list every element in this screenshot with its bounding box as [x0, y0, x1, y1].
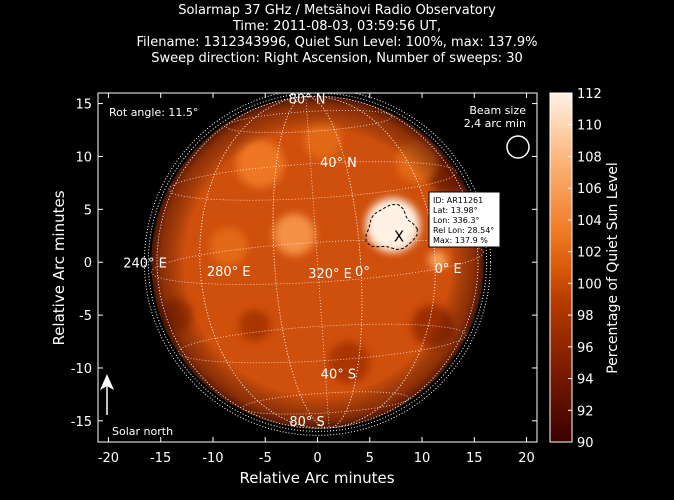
x-tick-label-6: 5 [366, 451, 374, 466]
y-tick-label-4: 0 [84, 256, 92, 271]
colorbar-tick-label-2: 92 [577, 404, 594, 419]
colorbar-tick-label-6: 100 [577, 277, 602, 292]
colorbar-tick-label-3: 94 [577, 373, 594, 388]
solar-north-label: Solar north [112, 425, 173, 438]
x-tick-label-8: 15 [466, 451, 483, 466]
grid-labels: 80° N 40° N 240° E 280° E 320° E 0° 0° E 40° S 8… [123, 93, 462, 430]
x-tick-label-3: -10 [202, 451, 223, 466]
x-tick-label-4: -5 [259, 451, 272, 466]
y-tick-label-7: 15 [75, 98, 92, 113]
title-line-3: Filename: 1312343996, Quiet Sun Level: 1… [136, 35, 538, 50]
rotation-angle-label: Rot angle: 11.5° [109, 106, 198, 119]
grid-label-8: 40° S [321, 368, 356, 383]
active-region-marker: X [394, 227, 404, 245]
x-axis-label: Relative Arc minutes [239, 469, 394, 487]
title-line-1: Solarmap 37 GHz / Metsähovi Radio Observ… [178, 3, 496, 18]
colorbar-tick-label-1: 90 [577, 436, 594, 451]
central-meridian [305, 96, 330, 428]
colorbar-tick-label-10: 108 [577, 150, 602, 165]
colorbar-tick-label-4: 96 [577, 341, 594, 356]
ar-info-lon: Lon: 336.3° [433, 216, 479, 225]
longitude-line-4 [272, 96, 363, 429]
beam-size-label: Beam size [469, 104, 526, 117]
solar-limb-circle [147, 93, 488, 432]
x-tick-label-9: 20 [518, 451, 535, 466]
grid-label-4: 280° E [207, 265, 251, 280]
grid-label-1: 80° N [289, 93, 326, 108]
y-axis-label: Relative Arc minutes [50, 190, 68, 345]
colorbar-ticks: 90 92 94 96 98 100 102 104 106 108 110 112 [568, 87, 602, 451]
latitude-line-2 [178, 323, 467, 364]
colorbar-label: Percentage of Quiet Sun Level [605, 162, 621, 374]
latitude-line-1 [242, 391, 410, 415]
colorbar-tick-label-9: 106 [577, 182, 602, 197]
y-tick-label-3: -5 [79, 309, 92, 324]
grid-label-5: 320° E [308, 267, 352, 282]
y-axis-ticks: -15 -10 -5 0 5 10 15 [71, 98, 537, 430]
ar-info-max: Max: 137.9 % [433, 236, 488, 245]
latitude-line-3 [151, 239, 484, 285]
colorbar-tick-label-7: 102 [577, 246, 602, 261]
ar-info-lat: Lat: 13.98° [433, 206, 478, 215]
x-tick-label-7: 10 [414, 451, 431, 466]
grid-label-2: 40° N [320, 156, 357, 171]
x-tick-label-2: -15 [150, 451, 171, 466]
colorbar-tick-label-11: 110 [577, 119, 602, 134]
y-tick-label-1: -15 [71, 415, 92, 430]
title-line-2: Time: 2011-08-03, 03:59:56 UT, [232, 19, 442, 34]
colorbar-tick-label-8: 104 [577, 214, 602, 229]
colorbar-tick-label-5: 98 [577, 309, 594, 324]
grid-label-3: 240° E [123, 257, 167, 272]
active-region-info-box: ID: AR11261 Lat: 13.98° Lon: 336.3° Rel … [428, 191, 501, 248]
solar-limb-circle-outer [143, 93, 492, 436]
solar-north-arrow [100, 374, 114, 415]
x-tick-label-1: -20 [98, 451, 119, 466]
grid-label-6: 0° [355, 265, 370, 280]
beam-size-circle [506, 135, 530, 159]
chart-title: Solarmap 37 GHz / Metsähovi Radio Observ… [0, 3, 674, 67]
y-tick-label-6: 10 [75, 150, 92, 165]
x-tick-label-5: 0 [313, 451, 321, 466]
ar-info-id: ID: AR11261 [433, 196, 483, 205]
latitude-line-4 [168, 161, 457, 201]
sun-limb-shading [151, 96, 484, 429]
x-axis-ticks: -20 -15 -10 -5 0 5 10 15 20 [98, 93, 535, 466]
y-tick-label-2: -10 [71, 362, 92, 377]
colorbar-tick-label-12: 112 [577, 87, 602, 102]
grid-label-7: 0° E [435, 262, 462, 277]
beam-size-value: 2,4 arc min [464, 117, 526, 130]
colorbar: 90 92 94 96 98 100 102 104 106 108 110 112 Percenta… [549, 87, 621, 451]
active-region-contour [365, 204, 418, 251]
colorbar-gradient [549, 92, 573, 443]
grid-label-9: 80° S [289, 415, 324, 430]
y-tick-label-5: 5 [84, 203, 92, 218]
ar-info-rel-lon: Rel Lon: 28.54° [433, 226, 494, 235]
plot-area: 80° N 40° N 240° E 280° E 320° E 0° 0° E 40° S 8… [71, 92, 538, 466]
title-line-4: Sweep direction: Right Ascension, Number… [151, 51, 523, 66]
latitude-line-5 [225, 109, 393, 134]
